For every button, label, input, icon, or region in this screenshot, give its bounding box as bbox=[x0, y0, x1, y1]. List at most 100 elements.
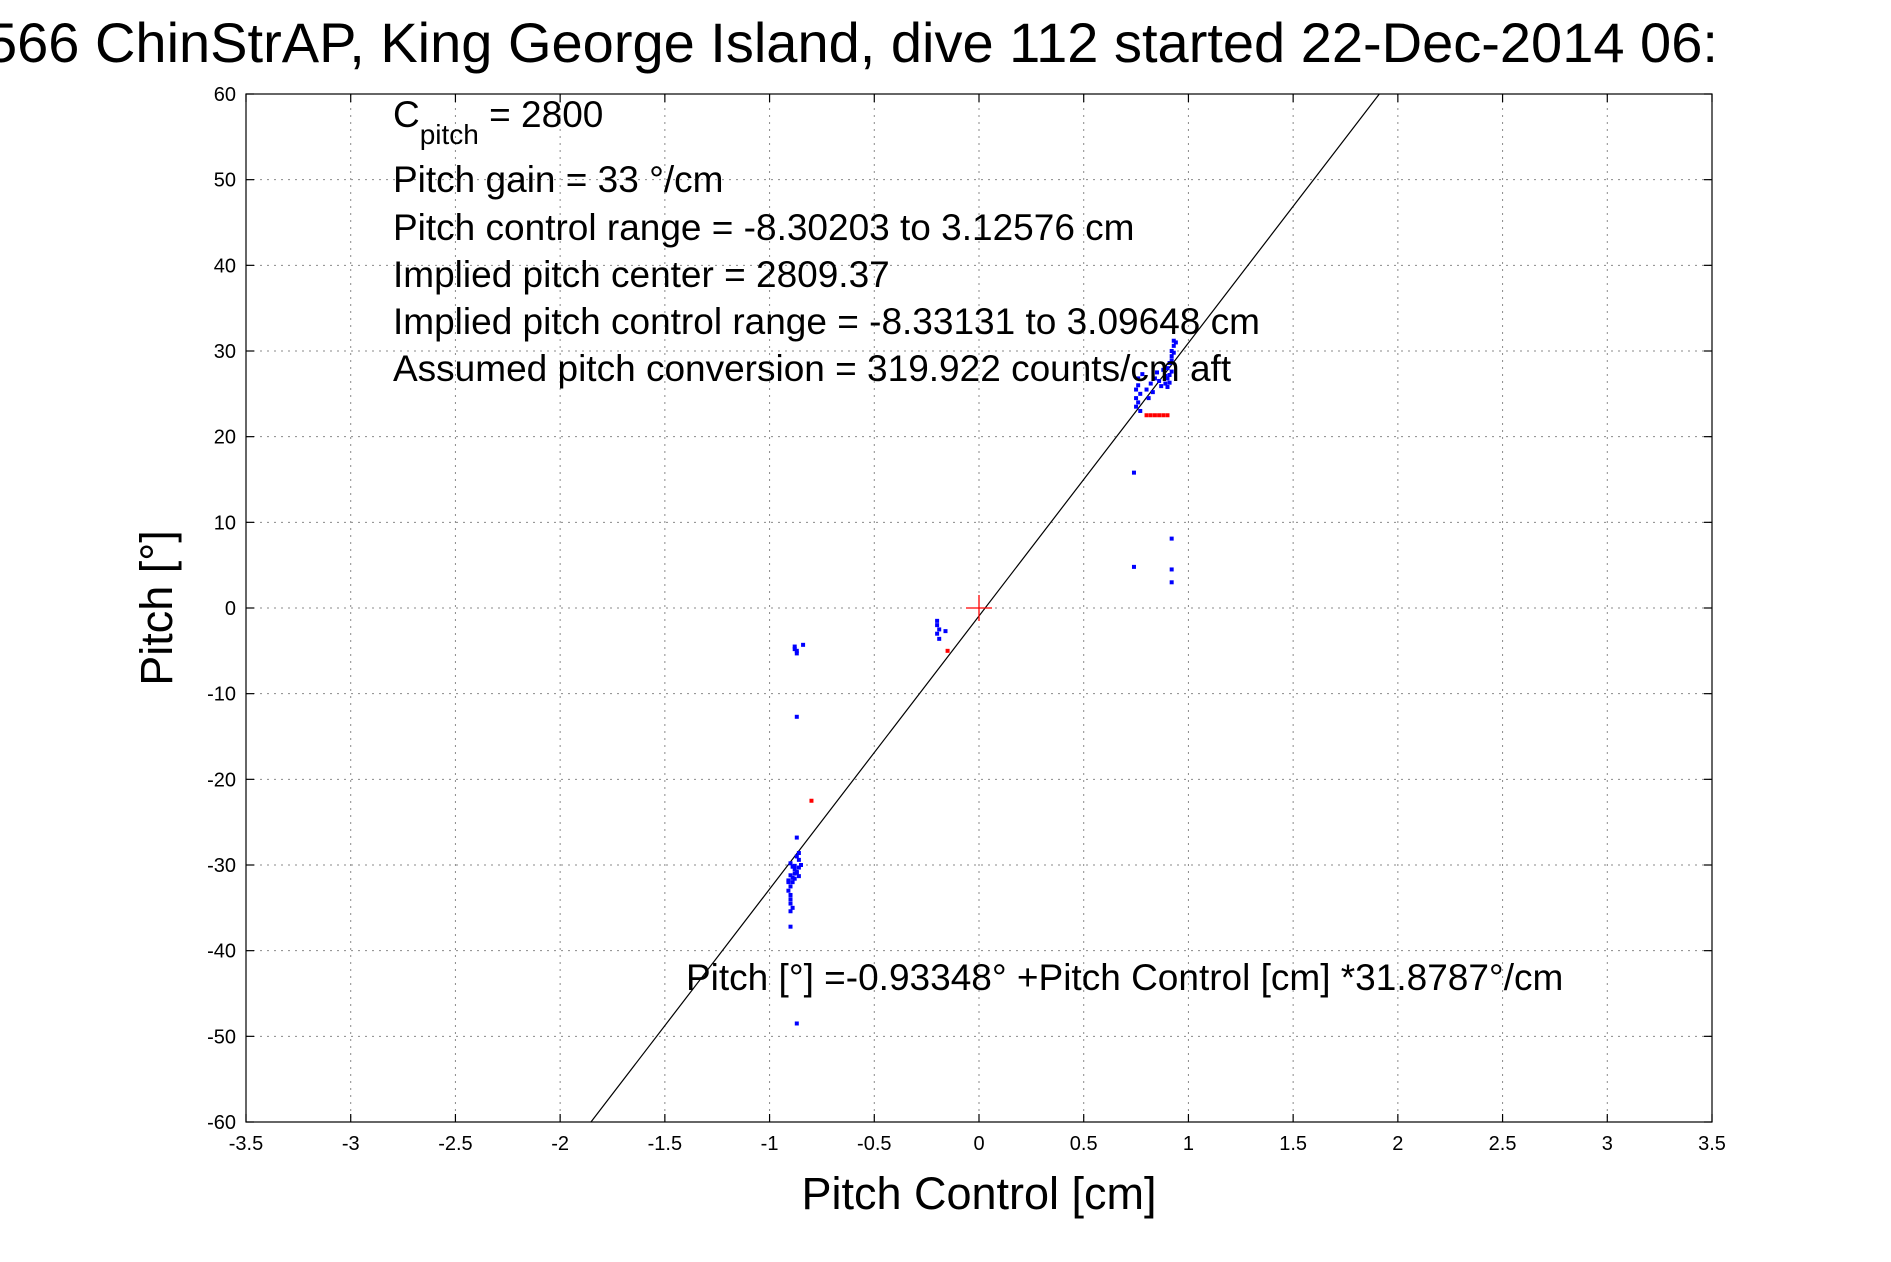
data-point-blue bbox=[788, 884, 793, 889]
data-point-blue bbox=[792, 644, 797, 649]
x-tick-label: -2.5 bbox=[438, 1133, 472, 1155]
y-tick-label: 30 bbox=[214, 341, 236, 363]
data-point-blue bbox=[1138, 408, 1143, 413]
data-point-blue bbox=[788, 909, 793, 914]
x-tick-label: 1 bbox=[1183, 1133, 1194, 1155]
data-point-blue bbox=[788, 897, 793, 902]
data-point-blue bbox=[1171, 338, 1176, 343]
data-point-blue bbox=[1136, 383, 1141, 388]
data-point-blue bbox=[1144, 387, 1149, 392]
data-point-blue bbox=[796, 874, 801, 879]
annotation-conversion: Assumed pitch conversion = 319.922 count… bbox=[393, 348, 1232, 389]
y-tick-label: 50 bbox=[214, 170, 236, 192]
data-point-blue bbox=[794, 870, 799, 875]
data-point-blue bbox=[794, 651, 799, 656]
y-tick-label: -40 bbox=[207, 941, 236, 963]
x-tick-label: -2 bbox=[551, 1133, 569, 1155]
data-point-blue bbox=[1134, 404, 1139, 409]
x-tick-label: 2.5 bbox=[1489, 1133, 1517, 1155]
data-point-blue bbox=[935, 631, 940, 636]
data-point-blue bbox=[1134, 396, 1139, 401]
y-tick-label: 0 bbox=[225, 598, 236, 620]
y-tick-label: 10 bbox=[214, 512, 236, 534]
data-point-blue bbox=[794, 1021, 799, 1026]
data-point-blue bbox=[1131, 470, 1136, 475]
data-point-red bbox=[1152, 413, 1157, 418]
y-tick-label: -60 bbox=[207, 1112, 236, 1134]
y-axis-label: Pitch [°] bbox=[131, 530, 182, 686]
data-point-blue bbox=[788, 892, 793, 897]
data-point-red bbox=[1144, 413, 1149, 418]
data-point-blue bbox=[1165, 376, 1170, 381]
x-tick-label: 2 bbox=[1392, 1133, 1403, 1155]
data-point-blue bbox=[794, 714, 799, 719]
data-point-blue bbox=[792, 867, 797, 872]
annotation-block: Cpitch = 2800 Pitch gain = 33 °/cm Pitch… bbox=[393, 94, 1260, 389]
data-point-blue bbox=[1163, 373, 1168, 378]
data-point-blue bbox=[1169, 567, 1174, 572]
data-point-blue bbox=[937, 627, 942, 632]
x-tick-label: -1 bbox=[761, 1133, 779, 1155]
data-point-blue bbox=[1167, 380, 1172, 385]
y-tick-label: -30 bbox=[207, 855, 236, 877]
x-tick-label: -1.5 bbox=[648, 1133, 682, 1155]
data-point-blue bbox=[1136, 400, 1141, 405]
x-tick-label: 3.5 bbox=[1698, 1133, 1726, 1155]
data-point-blue bbox=[788, 873, 793, 878]
data-point-blue bbox=[792, 863, 797, 868]
data-point-blue bbox=[1134, 387, 1139, 392]
data-point-blue bbox=[1171, 343, 1176, 348]
data-point-blue bbox=[790, 905, 795, 910]
data-point-blue bbox=[796, 865, 801, 870]
data-point-blue bbox=[1148, 381, 1153, 386]
y-tick-label: 20 bbox=[214, 427, 236, 449]
annotation-range: Pitch control range = -8.30203 to 3.1257… bbox=[393, 207, 1135, 248]
data-point-blue bbox=[788, 861, 793, 866]
axis-ticks: -3.5 -3 -2.5 -2 -1.5 -1 -0.5 0 0.5 1 1.5 2 2.5 3 3.5 -6… bbox=[207, 84, 1726, 1155]
data-point-blue bbox=[1157, 378, 1162, 383]
x-tick-label: 1.5 bbox=[1279, 1133, 1307, 1155]
data-point-blue bbox=[935, 623, 940, 628]
y-tick-label: -20 bbox=[207, 769, 236, 791]
data-point-red bbox=[945, 648, 950, 653]
annotation-gain: Pitch gain = 33 °/cm bbox=[393, 159, 724, 200]
data-point-blue bbox=[1138, 391, 1143, 396]
annotation-implied-range: Implied pitch control range = -8.33131 t… bbox=[393, 301, 1260, 342]
data-point-blue bbox=[1173, 340, 1178, 345]
data-point-blue bbox=[786, 878, 791, 883]
data-point-blue bbox=[1159, 384, 1164, 389]
annotation-cpitch-value: = 2800 bbox=[479, 94, 603, 135]
data-point-blue bbox=[1167, 372, 1172, 377]
data-point-blue bbox=[1150, 390, 1155, 395]
data-point-blue bbox=[788, 924, 793, 929]
annotation-cpitch-sub: pitch bbox=[420, 119, 479, 150]
data-point-blue bbox=[796, 851, 801, 856]
chart-title: 566 ChinStrAP, King George Island, dive … bbox=[0, 11, 1718, 74]
data-point-blue bbox=[794, 648, 799, 653]
data-point-blue bbox=[790, 880, 795, 885]
y-tick-label: -10 bbox=[207, 684, 236, 706]
data-point-red bbox=[1165, 413, 1170, 418]
data-point-blue bbox=[1146, 396, 1151, 401]
data-point-blue bbox=[790, 875, 795, 880]
data-point-blue bbox=[1165, 366, 1170, 371]
fit-equation: Pitch [°] =-0.93348° +Pitch Control [cm]… bbox=[686, 957, 1563, 998]
data-point-blue bbox=[937, 636, 942, 641]
plot-frame bbox=[245, 93, 1713, 1123]
data-point-blue bbox=[1167, 360, 1172, 365]
data-point-blue bbox=[794, 854, 799, 859]
x-tick-label: -3 bbox=[342, 1133, 360, 1155]
data-point-blue bbox=[1140, 372, 1145, 377]
data-point-red bbox=[809, 798, 814, 803]
annotation-cpitch-main: C bbox=[393, 94, 420, 135]
data-point-blue bbox=[1169, 536, 1174, 541]
data-point-blue bbox=[801, 642, 806, 647]
data-point-blue bbox=[790, 864, 795, 869]
center-marker-layer bbox=[966, 595, 992, 621]
annotation-center: Implied pitch center = 2809.37 bbox=[393, 254, 890, 295]
x-tick-label: 3 bbox=[1602, 1133, 1613, 1155]
data-point-blue bbox=[1169, 369, 1174, 374]
data-point-blue bbox=[1169, 354, 1174, 359]
annotation-cpitch: Cpitch = 2800 bbox=[393, 94, 603, 150]
x-tick-label: 0 bbox=[973, 1133, 984, 1155]
